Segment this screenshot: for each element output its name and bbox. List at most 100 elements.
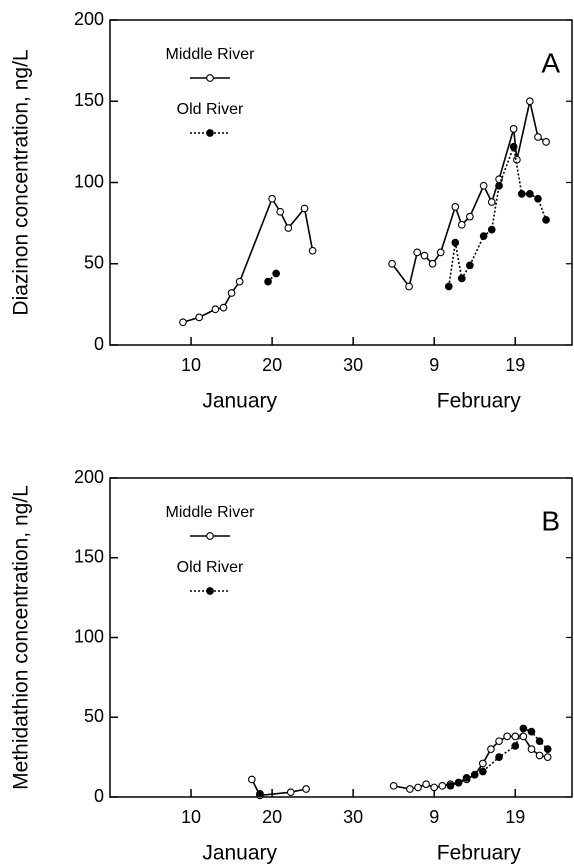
- legend-label: Old River: [177, 101, 244, 118]
- data-point: [542, 138, 550, 146]
- x-tick-label: 19: [505, 807, 525, 827]
- data-point: [457, 274, 466, 283]
- data-point: [302, 785, 310, 793]
- y-tick-label: 150: [74, 90, 104, 110]
- y-tick-label: 50: [84, 253, 104, 273]
- data-point: [247, 775, 256, 784]
- data-point: [388, 259, 396, 268]
- x-tick-label: 30: [343, 355, 363, 375]
- y-axis-label: Diazinon concentration, ng/L: [10, 49, 33, 315]
- y-tick-label: 0: [94, 334, 104, 354]
- data-point: [527, 727, 536, 736]
- data-point: [284, 224, 293, 232]
- y-tick-label: 200: [74, 467, 104, 487]
- data-point: [478, 767, 487, 776]
- data-point: [487, 745, 495, 754]
- data-point: [308, 246, 317, 255]
- data-point: [526, 97, 534, 106]
- data-point: [543, 753, 552, 761]
- panel-label: A: [541, 47, 560, 78]
- data-point: [430, 783, 439, 792]
- data-point: [286, 788, 295, 797]
- legend-marker: [206, 587, 214, 595]
- month-label: February: [437, 842, 522, 865]
- data-point: [211, 305, 220, 314]
- data-point: [451, 238, 460, 247]
- data-point: [517, 190, 526, 198]
- data-point: [509, 125, 518, 133]
- y-axis-label: Methidathion concentration, ng/L: [10, 485, 33, 790]
- data-point: [527, 745, 536, 754]
- y-tick-label: 50: [84, 706, 104, 726]
- data-point: [451, 203, 460, 211]
- x-tick-label: 10: [181, 807, 201, 827]
- x-tick-label: 9: [429, 355, 439, 375]
- y-tick-label: 150: [74, 547, 104, 567]
- data-point: [479, 181, 488, 190]
- data-point: [495, 737, 503, 746]
- data-point: [487, 198, 496, 206]
- data-point: [420, 251, 429, 260]
- data-point: [542, 216, 550, 224]
- y-tick-label: 200: [74, 9, 104, 29]
- legend-marker: [206, 74, 214, 82]
- data-point: [264, 277, 272, 286]
- data-point: [268, 194, 276, 203]
- data-point: [535, 751, 544, 760]
- x-tick-label: 10: [181, 355, 201, 375]
- data-point: [519, 724, 528, 733]
- y-tick-label: 100: [74, 171, 104, 191]
- data-point: [406, 785, 414, 793]
- month-label: January: [202, 390, 277, 413]
- data-point: [272, 269, 281, 278]
- data-point: [466, 261, 474, 270]
- data-point: [519, 732, 528, 741]
- series-line: [182, 101, 547, 324]
- data-point: [413, 248, 422, 257]
- data-point: [478, 759, 487, 768]
- data-point: [454, 778, 463, 787]
- data-point: [466, 212, 474, 221]
- data-point: [470, 770, 479, 779]
- data-point: [495, 181, 503, 190]
- data-point: [276, 207, 285, 216]
- data-point: [534, 194, 542, 203]
- data-point: [195, 313, 204, 322]
- legend-label: Old River: [177, 559, 244, 576]
- data-point: [219, 303, 228, 312]
- data-point: [511, 742, 520, 750]
- month-label: February: [437, 390, 522, 413]
- month-label: January: [202, 842, 277, 865]
- x-tick-label: 20: [262, 807, 282, 827]
- x-tick-label: 19: [505, 355, 525, 375]
- x-tick-label: 20: [262, 355, 282, 375]
- data-point: [422, 780, 430, 789]
- data-point: [535, 737, 544, 746]
- x-tick-label: 30: [343, 807, 363, 827]
- panel-label: B: [541, 505, 560, 536]
- data-point: [438, 781, 447, 790]
- series-line: [251, 735, 548, 797]
- data-point: [235, 277, 244, 286]
- data-point: [503, 732, 512, 741]
- data-point: [462, 774, 471, 782]
- data-point: [543, 745, 552, 754]
- plot-frame: [109, 19, 573, 346]
- data-point: [509, 142, 518, 151]
- y-tick-label: 100: [74, 626, 104, 646]
- data-point: [428, 259, 437, 268]
- data-point: [405, 282, 413, 291]
- data-point: [179, 318, 187, 327]
- data-point: [444, 282, 453, 291]
- data-point: [446, 781, 455, 790]
- data-point: [457, 220, 466, 229]
- legend-label: Middle River: [166, 504, 256, 521]
- data-point: [414, 783, 422, 792]
- data-point: [479, 232, 488, 240]
- legend-label: Middle River: [166, 46, 256, 63]
- data-point: [526, 190, 534, 198]
- series-line: [267, 143, 547, 287]
- data-point: [389, 781, 398, 790]
- legend-marker: [206, 129, 214, 137]
- data-point: [495, 175, 503, 184]
